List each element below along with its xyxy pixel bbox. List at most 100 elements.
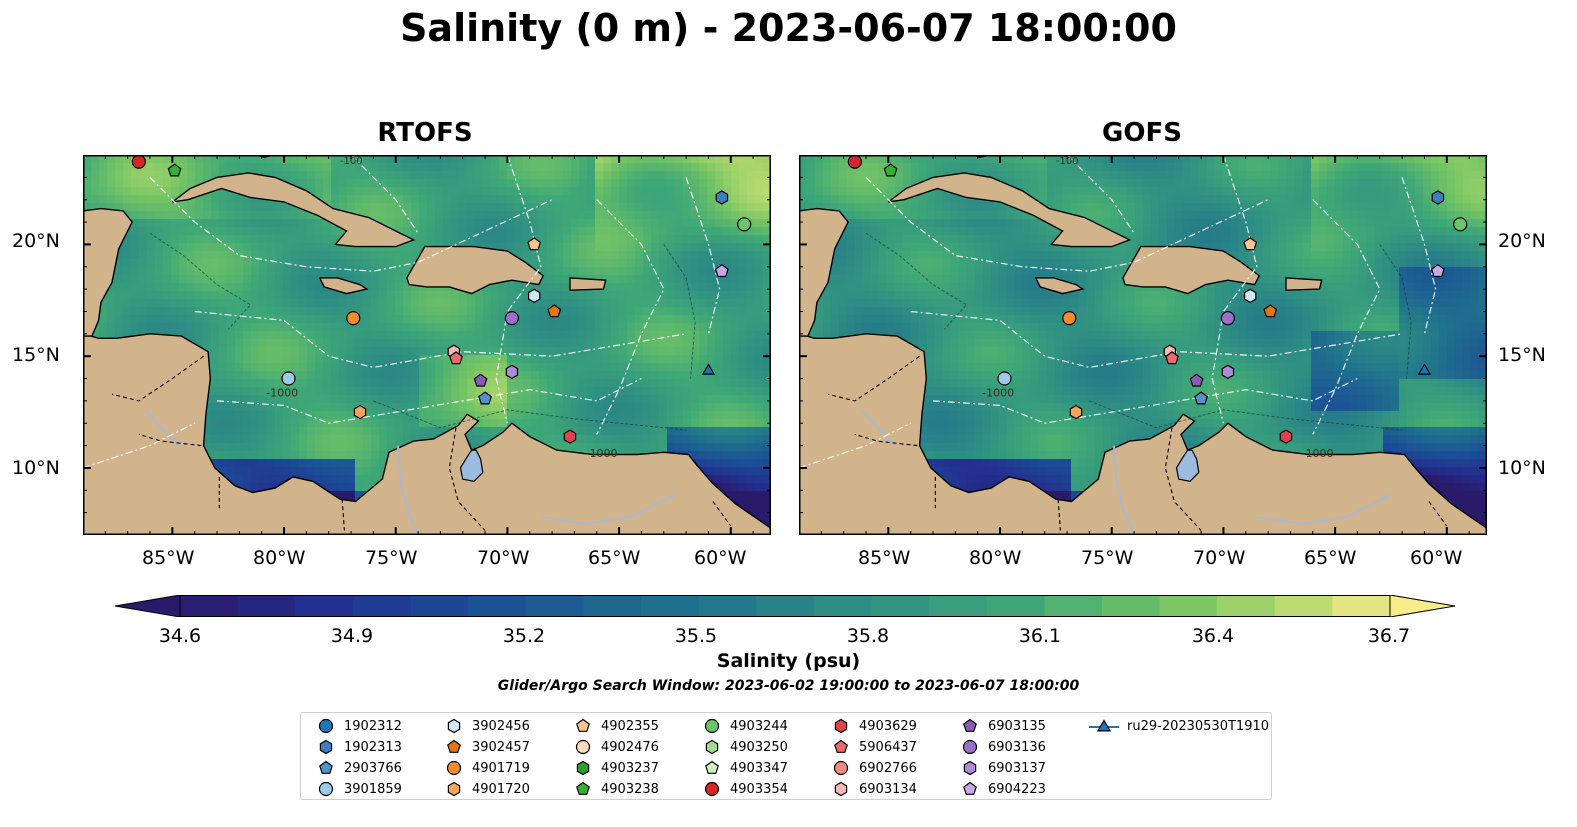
lon-tick-label: 80°W bbox=[969, 547, 1022, 569]
colorbar-title: Salinity (psu) bbox=[716, 650, 861, 672]
float-marker-4903629[interactable] bbox=[563, 429, 577, 444]
float-marker-6903135[interactable] bbox=[1189, 373, 1204, 387]
legend-item-6904223: 6904223 bbox=[960, 779, 1046, 799]
legend-item-4903237: 4903237 bbox=[573, 758, 659, 778]
figure-title: Salinity (0 m) - 2023-06-07 18:00:00 bbox=[400, 6, 1177, 50]
colorbar-tick-label: 34.6 bbox=[158, 625, 202, 647]
contour-label: -1000 bbox=[1302, 447, 1334, 460]
legend-label: 5906437 bbox=[859, 739, 917, 755]
legend-marker-icon bbox=[834, 739, 848, 753]
colorbar-tick-label: 35.5 bbox=[674, 625, 718, 647]
legend-marker-icon bbox=[834, 781, 848, 797]
float-marker-5906437[interactable] bbox=[1165, 351, 1179, 365]
float-marker-4902355[interactable] bbox=[527, 237, 542, 251]
float-marker-4901719[interactable] bbox=[1062, 311, 1077, 326]
float-marker-6903137[interactable] bbox=[1221, 364, 1235, 379]
float-marker-4903244[interactable] bbox=[737, 217, 752, 232]
legend-item-4903629: 4903629 bbox=[831, 716, 917, 736]
panel-title-gofs: GOFS bbox=[1102, 118, 1182, 148]
contour-label: -100 bbox=[340, 156, 363, 167]
legend-marker-icon bbox=[318, 718, 334, 734]
contour-label: -100 bbox=[1056, 156, 1079, 167]
legend-marker-icon bbox=[834, 718, 848, 734]
legend-marker-icon bbox=[319, 739, 333, 755]
legend-item-4903244: 4903244 bbox=[702, 716, 788, 736]
legend-label: 4903250 bbox=[730, 739, 788, 755]
colorbar-tick-label: 35.2 bbox=[502, 625, 546, 647]
legend-label: 1902312 bbox=[344, 718, 402, 734]
float-marker-5906437[interactable] bbox=[449, 351, 463, 365]
lon-tick-label: 70°W bbox=[1193, 547, 1246, 569]
float-marker-3901859[interactable] bbox=[997, 371, 1012, 386]
float-marker-4901720[interactable] bbox=[353, 404, 367, 420]
float-marker-ru29-20230530T1910[interactable] bbox=[1417, 363, 1432, 375]
colorbar-tick-label: 36.4 bbox=[1191, 625, 1235, 647]
float-marker-3902456[interactable] bbox=[1244, 288, 1257, 303]
legend-item-4903354: 4903354 bbox=[702, 779, 788, 799]
legend-item-4903347: 4903347 bbox=[702, 758, 788, 778]
float-marker-2903766[interactable] bbox=[478, 391, 493, 405]
legend-label: 4903629 bbox=[859, 718, 917, 734]
float-marker-6903135[interactable] bbox=[473, 373, 488, 387]
float-marker-3902457[interactable] bbox=[1263, 304, 1278, 318]
legend-marker-icon bbox=[576, 718, 590, 732]
legend-marker-icon bbox=[318, 781, 334, 797]
float-marker-6903136[interactable] bbox=[504, 311, 519, 326]
legend-label: 4903244 bbox=[730, 718, 788, 734]
lat-tick-label: 15°N bbox=[12, 344, 60, 366]
gofs-map[interactable]: -100 -1000 -1000 bbox=[799, 155, 1487, 535]
legend-label: 4903347 bbox=[730, 760, 788, 776]
lon-tick-label: 70°W bbox=[477, 547, 530, 569]
float-marker-4903354[interactable] bbox=[131, 155, 146, 169]
legend-item-2903766: 2903766 bbox=[316, 758, 402, 778]
legend-label: 3902457 bbox=[472, 739, 530, 755]
lat-tick-label: 10°N bbox=[1498, 457, 1546, 479]
legend-item-1902312: 1902312 bbox=[316, 716, 402, 736]
float-marker-4901719[interactable] bbox=[346, 311, 361, 326]
colorbar-tick-label: 36.7 bbox=[1367, 625, 1411, 647]
float-marker-4901720[interactable] bbox=[1069, 404, 1083, 420]
legend-marker-icon bbox=[962, 739, 978, 755]
salinity-colorbar bbox=[114, 594, 1456, 618]
lon-tick-label: 60°W bbox=[1410, 547, 1463, 569]
float-marker-3902457[interactable] bbox=[547, 304, 562, 318]
legend-item-6902766: 6902766 bbox=[831, 758, 917, 778]
float-marker-6903137[interactable] bbox=[505, 364, 519, 379]
legend-label: 3901859 bbox=[344, 781, 402, 797]
legend-item-6903135: 6903135 bbox=[960, 716, 1046, 736]
float-marker-2903766[interactable] bbox=[1194, 391, 1209, 405]
legend-label: 6904223 bbox=[988, 781, 1046, 797]
legend-marker-icon bbox=[447, 781, 461, 797]
float-marker-4903238[interactable] bbox=[883, 163, 898, 177]
legend-label: 6903136 bbox=[988, 739, 1046, 755]
float-marker-3901859[interactable] bbox=[281, 371, 296, 386]
float-marker-4903354[interactable] bbox=[847, 155, 862, 169]
float-marker-4903238[interactable] bbox=[167, 163, 182, 177]
legend-marker-icon bbox=[704, 781, 720, 797]
float-marker-6904223[interactable] bbox=[714, 263, 729, 278]
float-marker-4902355[interactable] bbox=[1243, 237, 1258, 251]
legend-label: 4902355 bbox=[601, 718, 659, 734]
float-marker-ru29-20230530T1910[interactable] bbox=[701, 363, 716, 375]
lon-tick-label: 80°W bbox=[253, 547, 306, 569]
legend-item-3901859: 3901859 bbox=[316, 779, 402, 799]
float-marker-1902313[interactable] bbox=[1431, 190, 1445, 205]
float-marker-6904223[interactable] bbox=[1430, 263, 1445, 278]
rtofs-map[interactable]: -100 -1000 -1000 bbox=[83, 155, 771, 535]
lon-tick-label: 85°W bbox=[142, 547, 195, 569]
legend-label: 4903237 bbox=[601, 760, 659, 776]
float-marker-6903136[interactable] bbox=[1220, 311, 1235, 326]
legend-label: 4901719 bbox=[472, 760, 530, 776]
legend-label: 1902313 bbox=[344, 739, 402, 755]
float-marker-4903244[interactable] bbox=[1453, 217, 1468, 232]
legend-label: 2903766 bbox=[344, 760, 402, 776]
legend-label: 4903354 bbox=[730, 781, 788, 797]
float-marker-3902456[interactable] bbox=[528, 288, 541, 303]
legend-item-6903136: 6903136 bbox=[960, 737, 1046, 757]
legend-marker-icon bbox=[447, 739, 461, 753]
legend-item-3902457: 3902457 bbox=[444, 737, 530, 757]
float-marker-4903629[interactable] bbox=[1279, 429, 1293, 444]
float-marker-1902313[interactable] bbox=[715, 190, 729, 205]
legend-item-4902355: 4902355 bbox=[573, 716, 659, 736]
lon-tick-label: 75°W bbox=[1081, 547, 1134, 569]
